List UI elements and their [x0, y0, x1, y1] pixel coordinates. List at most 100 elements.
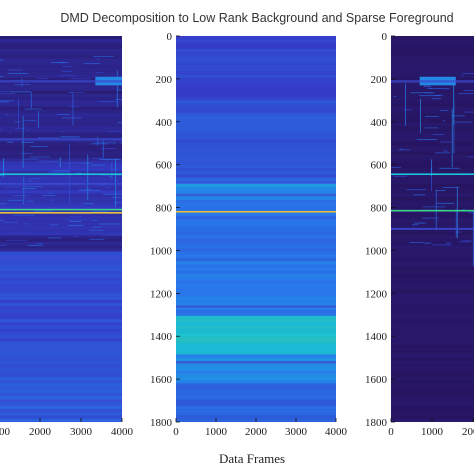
- y-tick-label: 1800: [150, 417, 173, 429]
- sparse-segment: [9, 132, 12, 134]
- heatmap-band: [0, 180, 122, 185]
- heatmap-band: [0, 138, 122, 143]
- sparse-segment: [24, 108, 42, 110]
- heatmap-band: [176, 293, 336, 297]
- heatmap-band: [0, 386, 122, 391]
- x-tick-label: 0: [173, 426, 179, 438]
- heatmap-band: [391, 322, 474, 326]
- original-matrix-panel: [0, 36, 122, 422]
- heatmap-band: [0, 71, 122, 75]
- highlight-row-mid: [0, 399, 122, 402]
- heatmap-band: [176, 248, 336, 252]
- x-tick-label: 1000: [205, 426, 228, 438]
- heatmap-band: [176, 106, 336, 111]
- heatmap-band: [391, 290, 474, 294]
- heatmap-band: [0, 167, 122, 172]
- highlight-row-mid: [0, 255, 122, 258]
- sparse-segment: [99, 184, 105, 186]
- heatmap-band: [176, 158, 336, 162]
- sparse-segment: [400, 148, 403, 150]
- heatmap-band: [0, 389, 122, 394]
- heatmap-band: [391, 74, 474, 79]
- sparse-segment: [419, 95, 441, 97]
- sparse-segment: [0, 76, 4, 78]
- sparse-segment: [435, 152, 451, 154]
- sparse-segment: [42, 194, 57, 196]
- highlight-row-light: [176, 361, 336, 364]
- heatmap-band: [176, 55, 336, 59]
- highlight-row-yellow: [176, 210, 336, 213]
- heatmap-band: [176, 119, 336, 124]
- heatmap-band: [0, 203, 122, 207]
- sparse-segment: [101, 175, 122, 177]
- heatmap-band: [391, 241, 474, 246]
- sparse-segment: [47, 237, 62, 239]
- heatmap-band: [391, 351, 474, 355]
- heatmap-band: [176, 315, 336, 320]
- heatmap-band: [0, 344, 122, 349]
- sparse-segment: [432, 244, 452, 246]
- heatmap-band: [176, 348, 336, 352]
- heatmap-band: [391, 119, 474, 124]
- heatmap-band: [176, 126, 336, 130]
- heatmap-band: [391, 309, 474, 313]
- sparse-segment: [436, 202, 455, 204]
- axis-ticks: 1000200030004000010002000300040000200400…: [0, 31, 474, 438]
- sparse-segment: [8, 73, 28, 74]
- heatmap-band: [176, 97, 336, 101]
- heatmap-band: [391, 219, 474, 223]
- heatmap-band: [0, 100, 122, 104]
- y-tick-label: 0: [382, 31, 388, 43]
- heatmap-band: [176, 270, 336, 275]
- sparse-segment: [49, 224, 59, 226]
- sparse-segment: [28, 180, 32, 182]
- heatmap-band: [0, 42, 122, 46]
- sparse-segment: [65, 219, 87, 221]
- heatmap-band: [0, 93, 122, 98]
- x-tick-label: 2000: [245, 426, 268, 438]
- y-tick-label: 1000: [150, 245, 173, 257]
- sparse-segment: [411, 224, 419, 226]
- heatmap-band: [391, 357, 474, 362]
- x-tick-label: 2000: [462, 426, 474, 438]
- sparse-segment: [36, 77, 49, 79]
- heatmap-band: [391, 187, 474, 191]
- highlight-row-cyan: [176, 334, 336, 336]
- heatmap-band: [176, 93, 336, 98]
- sparse-segment: [436, 190, 446, 192]
- heatmap-band: [391, 48, 474, 53]
- heatmap-band: [0, 293, 122, 297]
- heatmap-band: [176, 325, 336, 330]
- heatmap-band: [391, 280, 474, 284]
- sparse-segment: [106, 130, 122, 132]
- y-tick-label: 600: [156, 160, 173, 172]
- heatmap-band: [391, 402, 474, 407]
- heatmap-band: [176, 48, 336, 53]
- heatmap-band: [0, 415, 122, 420]
- heatmap-band: [176, 241, 336, 246]
- heatmap-band: [0, 341, 122, 346]
- chart-title: DMD Decomposition to Low Rank Background…: [60, 11, 453, 25]
- sparse-segment: [51, 62, 69, 64]
- heatmap-band: [176, 351, 336, 355]
- heatmap-band: [0, 360, 122, 365]
- sparse-segment: [424, 242, 432, 244]
- heatmap-band: [176, 383, 336, 387]
- heatmap-band: [391, 409, 474, 413]
- heatmap-band: [391, 142, 474, 146]
- heatmap-band: [176, 399, 336, 403]
- sparse-segment: [442, 120, 446, 122]
- sparse-segment: [462, 209, 465, 210]
- heatmap-band: [176, 283, 336, 288]
- heatmap-band: [0, 364, 122, 368]
- highlight-row-cyan: [0, 173, 122, 176]
- heatmap-band: [391, 55, 474, 59]
- heatmap-band: [176, 122, 336, 127]
- sparse-segment: [0, 244, 7, 246]
- heatmap-band: [391, 167, 474, 172]
- y-tick-label: 600: [371, 160, 388, 172]
- heatmap-band: [391, 200, 474, 204]
- heatmap-band: [176, 116, 336, 120]
- heatmap-band: [0, 174, 122, 178]
- sparse-segment: [28, 177, 42, 179]
